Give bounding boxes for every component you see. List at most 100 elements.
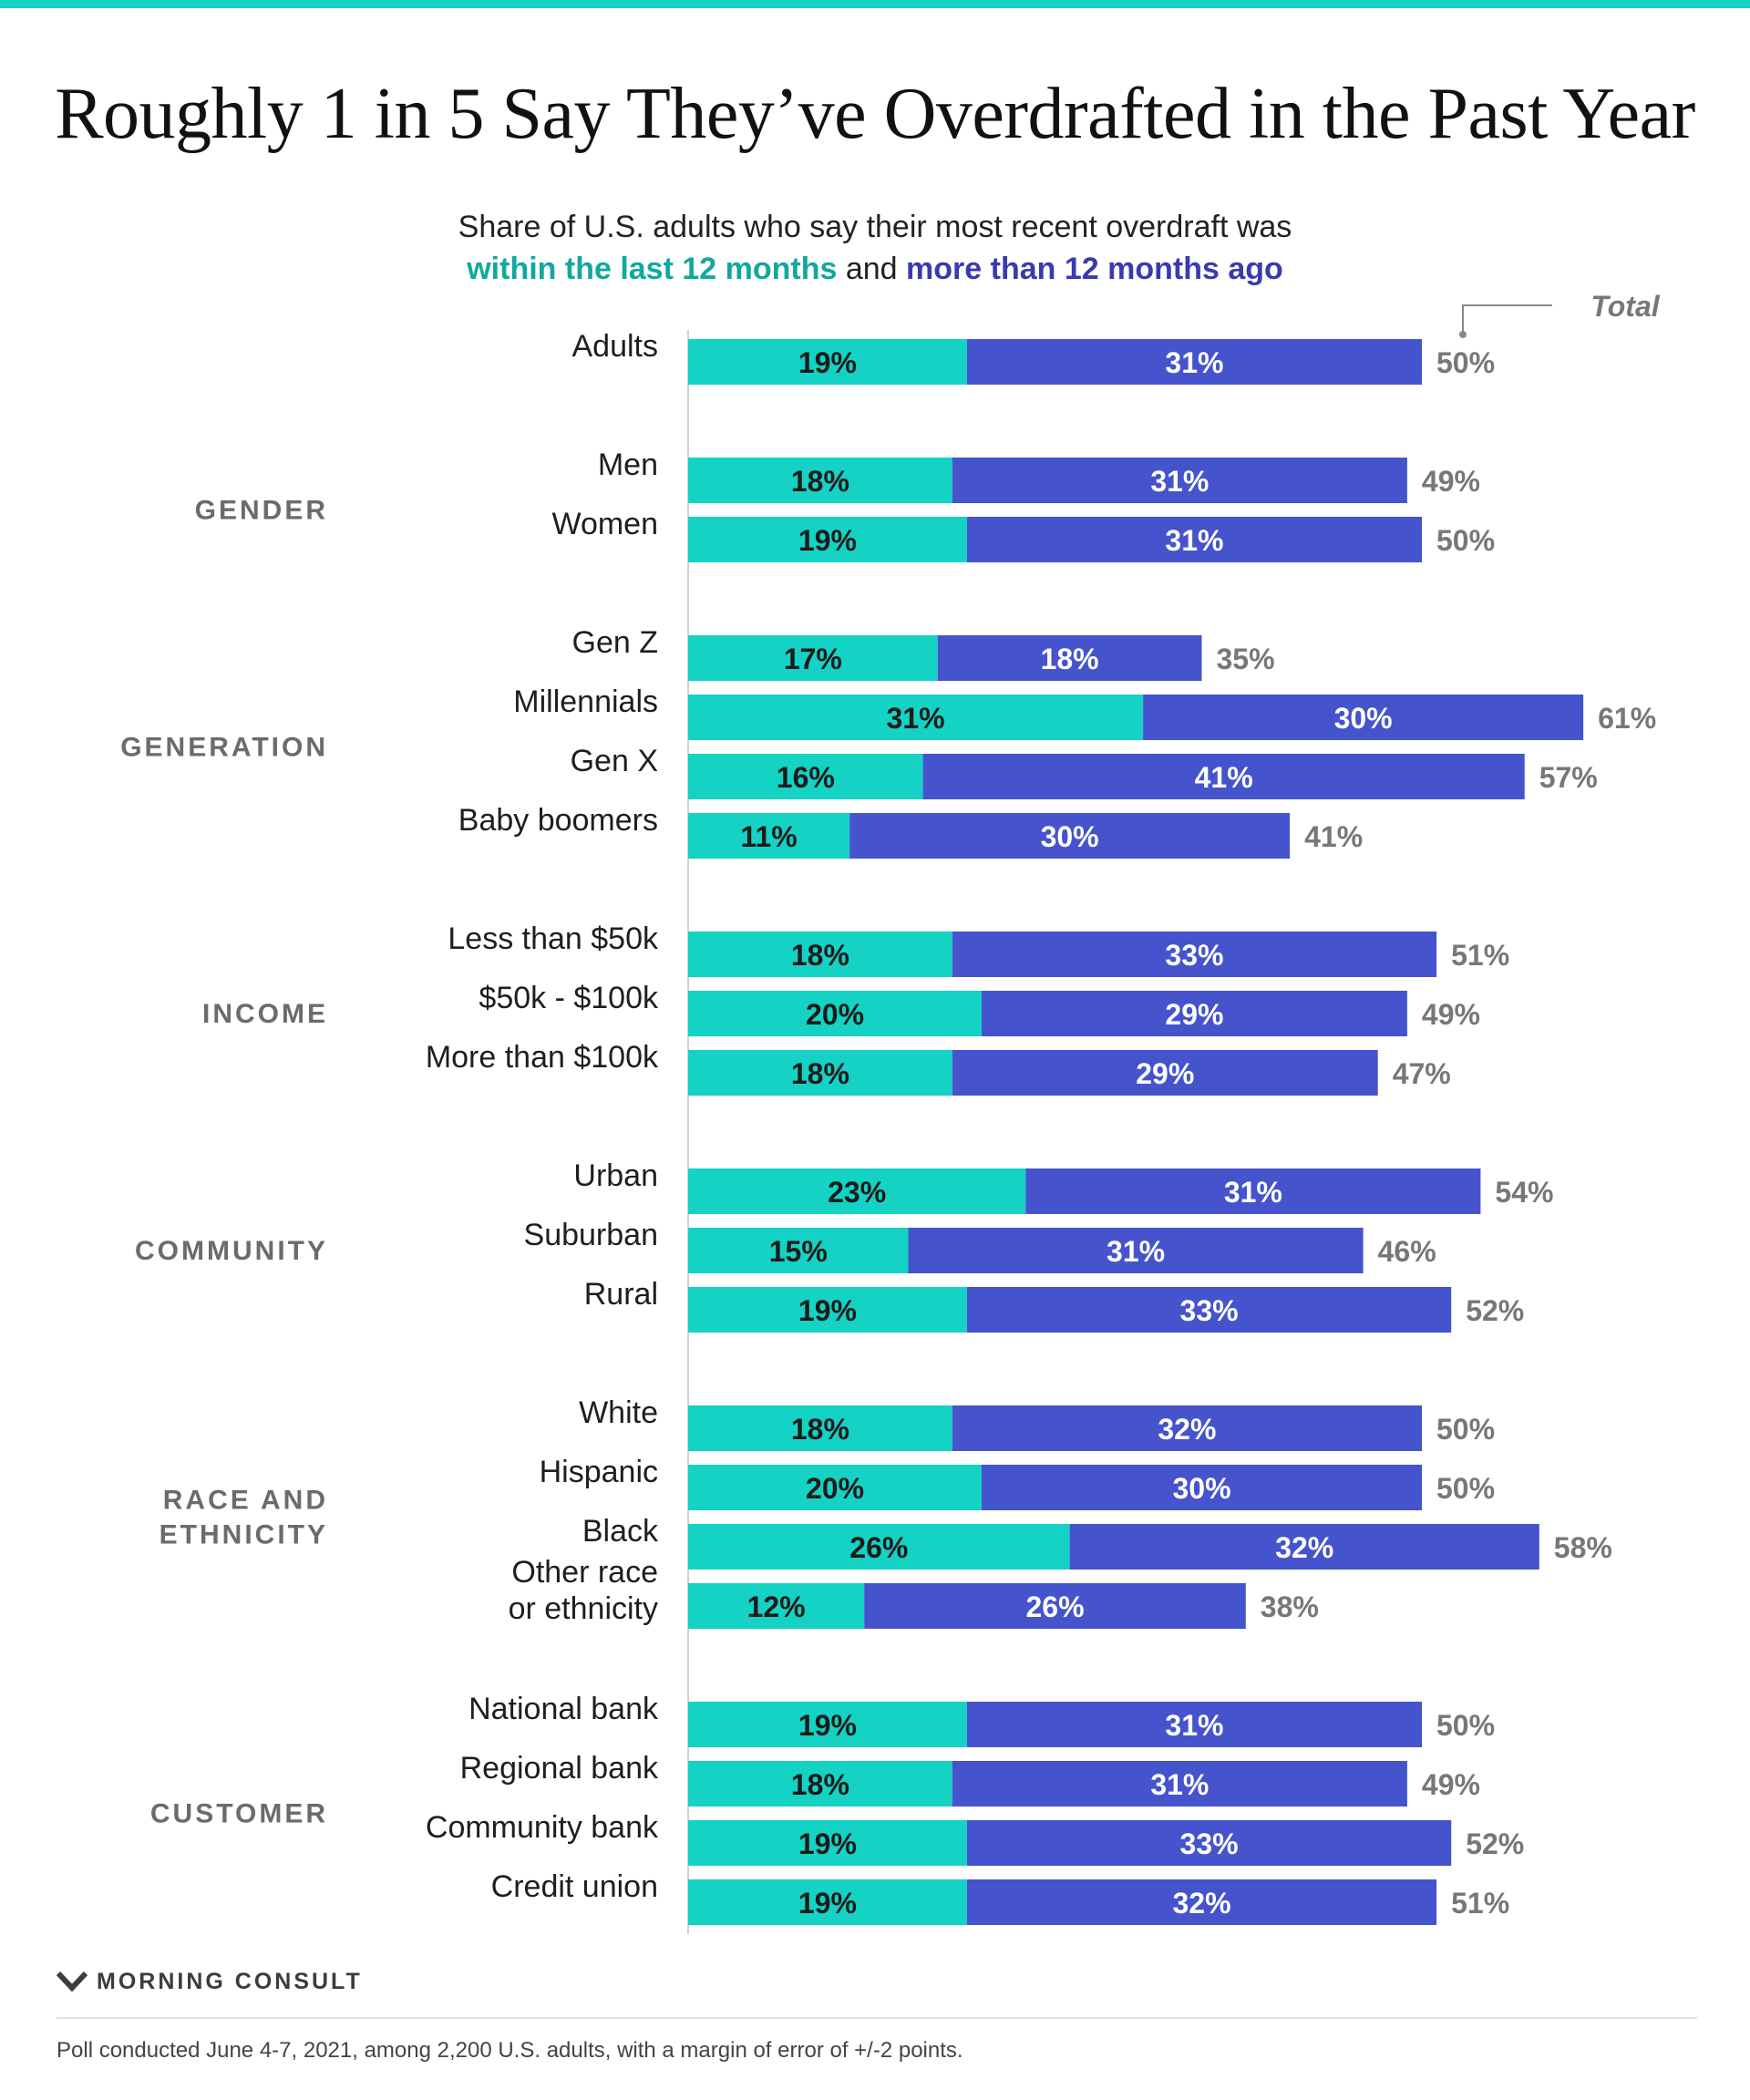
bar-recent-women [688, 517, 967, 562]
row-label-hispanic: Hispanic [540, 1455, 658, 1489]
row-label-gen-x: Gen X [571, 744, 658, 778]
value-total-men: 49% [1422, 465, 1480, 498]
bar-older-hispanic [982, 1465, 1422, 1510]
value-recent-black: 26% [849, 1531, 908, 1564]
row-label-women: Women [551, 507, 658, 541]
value-total-more-than-100k: 47% [1393, 1057, 1451, 1090]
value-total-credit-union: 51% [1451, 1887, 1509, 1920]
group-label-income: INCOME [202, 999, 328, 1029]
row-label-line: $50k - $100k [479, 981, 659, 1015]
row-label-men: Men [598, 448, 658, 482]
bar-older-other-race-or-ethnicity [864, 1583, 1246, 1629]
row-label-line: Other race [511, 1555, 658, 1590]
group-label-customer: CUSTOMER [150, 1799, 328, 1829]
bar-recent-white [688, 1405, 952, 1451]
value-total-suburban: 46% [1378, 1235, 1436, 1268]
bar-recent-men [688, 458, 952, 503]
bar-older-millennials [1143, 695, 1584, 740]
value-total-rural: 52% [1466, 1294, 1524, 1327]
value-older-gen-x: 41% [1195, 761, 1253, 794]
total-callout-label: Total [1590, 290, 1660, 323]
chart-subtitle: Share of U.S. adults who say their most … [0, 206, 1750, 290]
bar-recent-adults [688, 339, 967, 385]
row-label-national-bank: National bank [468, 1692, 659, 1726]
value-total-hispanic: 50% [1436, 1472, 1495, 1505]
bar-recent-urban [688, 1168, 1026, 1214]
row-label-more-than-100k: More than $100k [426, 1040, 659, 1075]
group-label-line: GENERATION [120, 733, 328, 763]
group-label-gender: GENDER [195, 496, 328, 526]
value-older-millennials: 30% [1334, 702, 1393, 735]
bar-older-suburban [908, 1228, 1364, 1273]
value-total-millennials: 61% [1598, 702, 1656, 735]
group-label-line: COMMUNITY [135, 1236, 328, 1266]
row-label-line: More than $100k [426, 1040, 659, 1075]
value-recent-baby-boomers: 11% [740, 820, 797, 853]
bar-older-black [1069, 1524, 1539, 1570]
bar-older-baby-boomers [849, 813, 1291, 859]
morning-consult-logo-icon [57, 1971, 88, 1992]
row-label-line: Hispanic [540, 1455, 658, 1489]
row-label-community-bank: Community bank [426, 1810, 659, 1845]
value-total-urban: 54% [1495, 1176, 1553, 1209]
bar-recent-gen-x [688, 754, 923, 799]
bar-recent-black [688, 1524, 1070, 1570]
value-recent-gen-x: 16% [777, 761, 835, 794]
value-recent-men: 18% [791, 465, 849, 498]
row-label-line: or ethnicity [509, 1591, 658, 1626]
value-older-gen-z: 18% [1041, 643, 1099, 675]
bar-recent-more-than-100k [688, 1050, 952, 1096]
value-older-regional-bank: 31% [1150, 1768, 1209, 1801]
bar-older-regional-bank [952, 1761, 1407, 1807]
group-label-line: CUSTOMER [150, 1799, 328, 1829]
value-recent-credit-union: 19% [798, 1887, 857, 1920]
row-label-urban: Urban [573, 1158, 658, 1193]
row-label-line: White [579, 1395, 658, 1430]
value-recent-white: 18% [791, 1413, 849, 1446]
row-label-50k-100k: $50k - $100k [479, 981, 659, 1015]
row-label-line: Baby boomers [458, 803, 658, 838]
value-older-baby-boomers: 30% [1041, 820, 1099, 853]
bar-recent-regional-bank [688, 1761, 952, 1807]
group-label-line: INCOME [202, 999, 328, 1029]
value-recent-women: 19% [798, 524, 857, 557]
bar-older-women [966, 517, 1422, 562]
value-older-less-than-50k: 33% [1165, 939, 1223, 972]
row-label-line: Gen X [571, 744, 658, 778]
bar-older-national-bank [966, 1702, 1422, 1747]
row-label-other-race-or-ethnicity: Other race or ethnicity [509, 1555, 658, 1626]
group-label-race-and-ethnicity: RACE AND ETHNICITY [160, 1486, 328, 1550]
value-older-suburban: 31% [1107, 1235, 1165, 1268]
value-recent-gen-z: 17% [784, 643, 842, 675]
value-recent-adults: 19% [798, 346, 857, 379]
legend-recent: within the last 12 months [467, 252, 838, 286]
bar-older-rural [966, 1287, 1452, 1333]
value-recent-urban: 23% [828, 1176, 886, 1209]
bar-older-gen-x [922, 754, 1525, 799]
value-recent-less-than-50k: 18% [791, 939, 849, 972]
bar-older-more-than-100k [952, 1050, 1378, 1096]
value-total-white: 50% [1436, 1413, 1495, 1446]
value-older-rural: 33% [1180, 1294, 1239, 1327]
footnote: Poll conducted June 4-7, 2021, among 2,2… [57, 2038, 963, 2063]
value-older-urban: 31% [1224, 1176, 1282, 1209]
value-total-women: 50% [1436, 524, 1495, 557]
bar-recent-less-than-50k [688, 932, 952, 977]
value-total-national-bank: 50% [1436, 1709, 1495, 1742]
bar-older-adults [966, 339, 1422, 385]
value-recent-other-race-or-ethnicity: 12% [747, 1590, 806, 1623]
value-recent-community-bank: 19% [798, 1827, 857, 1860]
value-older-credit-union: 32% [1172, 1887, 1230, 1920]
value-total-regional-bank: 49% [1422, 1768, 1480, 1801]
row-label-rural: Rural [584, 1277, 658, 1312]
row-label-line: Millennials [513, 685, 658, 719]
value-recent-millennials: 31% [887, 702, 945, 735]
bar-recent-millennials [688, 695, 1144, 740]
bar-older-gen-z [937, 635, 1202, 681]
row-label-regional-bank: Regional bank [460, 1751, 659, 1786]
value-recent-hispanic: 20% [806, 1472, 864, 1505]
footer-divider [57, 2017, 1697, 2019]
value-older-other-race-or-ethnicity: 26% [1025, 1590, 1084, 1623]
value-total-other-race-or-ethnicity: 38% [1261, 1590, 1319, 1623]
row-label-suburban: Suburban [524, 1218, 658, 1252]
